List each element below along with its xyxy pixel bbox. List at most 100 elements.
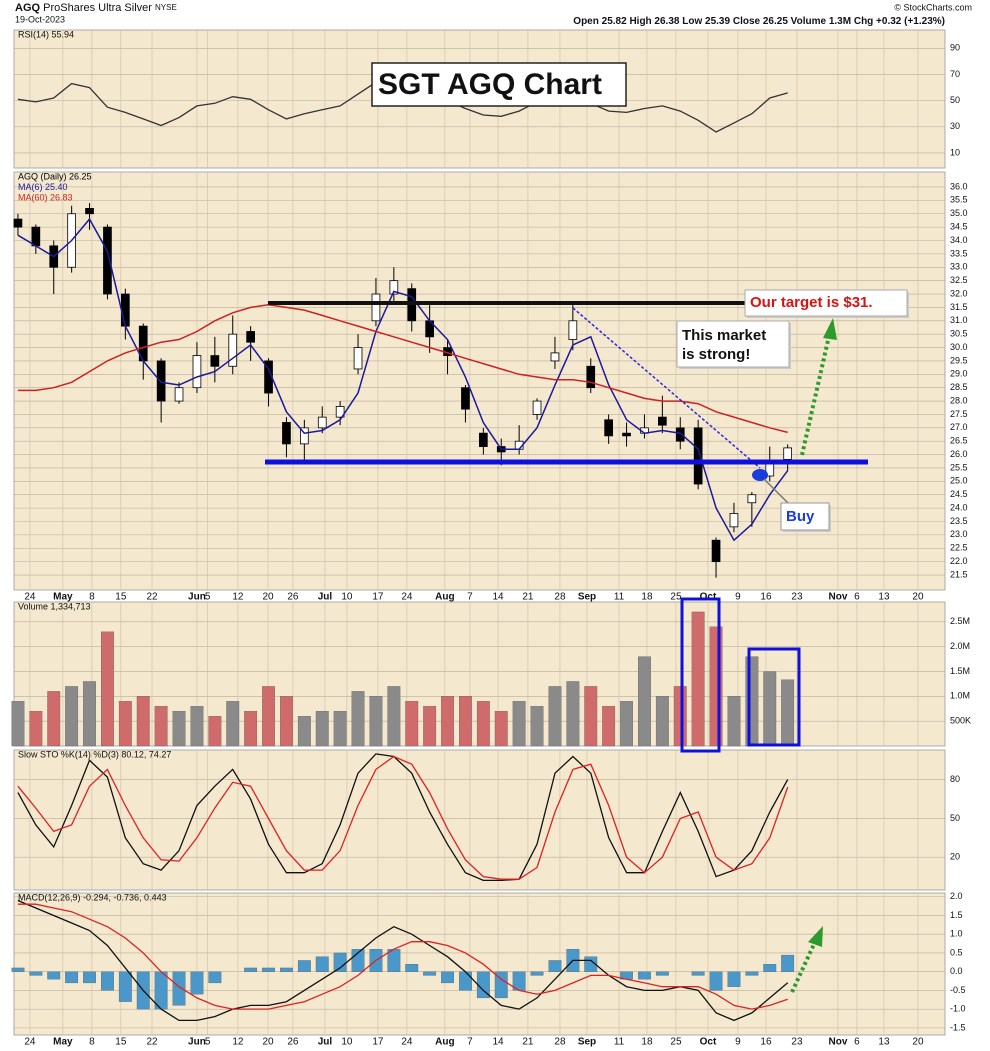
x-tick-label: Nov xyxy=(829,592,848,603)
candle-body xyxy=(156,360,166,402)
y-tick-label: 1.5 xyxy=(950,910,963,920)
candle-body xyxy=(783,447,792,460)
x-tick-label: 6 xyxy=(854,592,860,603)
panel: 90 70 50 30 10 RSI(14) 55.94 xyxy=(14,29,960,168)
symbol: AGQ xyxy=(15,2,41,14)
bar xyxy=(763,671,777,747)
x-tick-label: 7 xyxy=(467,1037,473,1048)
quote-item: Volume 1.3M xyxy=(791,16,851,27)
bar xyxy=(190,971,204,995)
backgrounds xyxy=(13,29,946,1036)
quote-item: Open 25.82 xyxy=(573,16,627,27)
x-tick-label: 25 xyxy=(670,1037,682,1048)
buy-marker xyxy=(752,469,768,481)
x-tick-label: 15 xyxy=(115,592,127,603)
bar xyxy=(620,701,633,747)
y-tick-label: 1.0 xyxy=(950,929,963,939)
bar xyxy=(459,971,472,991)
x-tick-label: 20 xyxy=(262,1037,274,1048)
trend-line xyxy=(572,307,761,469)
x-tick-label: Oct xyxy=(700,592,717,603)
y-tick-label: 2.0 xyxy=(950,891,963,901)
note-text: This market xyxy=(682,327,766,344)
bar xyxy=(691,971,705,976)
volume-highlight xyxy=(747,647,801,747)
x-tick-label: 18 xyxy=(641,592,653,603)
bar xyxy=(190,706,204,747)
series-line xyxy=(17,753,789,882)
y-tick-label: 24.0 xyxy=(950,502,968,512)
bar xyxy=(405,701,419,747)
bar xyxy=(11,967,25,972)
candle-body xyxy=(228,333,238,367)
x-tick-label: 18 xyxy=(641,1037,653,1048)
y-tick-label: 31.0 xyxy=(950,315,968,325)
x-tick-label: 17 xyxy=(372,1037,384,1048)
bar xyxy=(47,691,61,747)
x-tick-label: 8 xyxy=(89,1037,95,1048)
security-name: ProShares Ultra Silver xyxy=(43,2,152,14)
bar xyxy=(655,971,669,976)
bar xyxy=(297,716,311,747)
candle-body xyxy=(282,422,291,445)
y-tick-label: 28.5 xyxy=(950,382,968,392)
candle-body xyxy=(13,218,23,228)
panel-background xyxy=(13,749,946,891)
bar xyxy=(244,711,258,747)
bar xyxy=(118,701,132,747)
bar xyxy=(781,954,795,972)
y-tick-label: 31.5 xyxy=(950,302,968,312)
bar xyxy=(709,971,723,991)
target-box xyxy=(744,289,908,317)
x-tick-label: Aug xyxy=(435,592,454,603)
bar xyxy=(494,971,508,999)
bar xyxy=(673,686,687,747)
x-tick-label: 23 xyxy=(791,1037,803,1048)
candle-body xyxy=(622,432,631,437)
macd-arrowhead xyxy=(808,926,823,947)
series-line xyxy=(17,755,789,880)
y-tick-label: 1.0M xyxy=(950,691,970,701)
y-tick-label: 22.5 xyxy=(950,543,968,553)
bar xyxy=(638,971,651,980)
x-tick-label: 23 xyxy=(791,592,803,603)
x-tick-label: 28 xyxy=(554,1037,566,1048)
x-tick-label: 24 xyxy=(401,592,413,603)
bar xyxy=(65,971,79,984)
y-tick-label: 36.0 xyxy=(950,181,968,191)
x-tick-label: 9 xyxy=(735,1037,741,1048)
y-tick-label: 26.5 xyxy=(950,436,968,446)
x-tick-label: 13 xyxy=(878,1037,890,1048)
x-tick-label: Jul xyxy=(318,592,333,603)
panel-title: Volume 1,334,713 xyxy=(18,601,91,611)
bar xyxy=(584,686,598,747)
candle-body xyxy=(335,406,345,418)
exchange: NYSE xyxy=(155,3,177,12)
quote-item: Low 25.39 xyxy=(682,16,730,27)
bar xyxy=(172,971,186,1006)
panel-title: RSI(14) 55.94 xyxy=(18,29,74,39)
legend-entry: MA(60) 26.83 xyxy=(18,192,73,202)
y-tick-label: 33.0 xyxy=(950,262,968,272)
bar xyxy=(154,971,168,1010)
y-tick-label: 70 xyxy=(950,69,960,79)
y-tick-label: -1.0 xyxy=(950,1004,966,1014)
volume-highlight xyxy=(680,597,721,753)
y-tick-label: 34.0 xyxy=(950,235,968,245)
bar xyxy=(101,971,114,991)
x-tick-label: 8 xyxy=(89,592,95,603)
y-tick-label: 30 xyxy=(950,121,960,131)
candle-body xyxy=(568,320,578,340)
x-tick-label: Oct xyxy=(700,1037,717,1048)
bar xyxy=(333,952,347,972)
x-tick-label: 13 xyxy=(878,592,890,603)
buy-box xyxy=(780,502,830,531)
x-tick-label: 12 xyxy=(232,1037,244,1048)
y-tick-label: 29.5 xyxy=(950,355,968,365)
series-line xyxy=(17,303,788,434)
bar xyxy=(566,681,580,747)
panel-title: Slow STO %K(14) %D(3) 80.12, 74.27 xyxy=(18,749,171,759)
y-tick-label: 21.5 xyxy=(950,569,968,579)
